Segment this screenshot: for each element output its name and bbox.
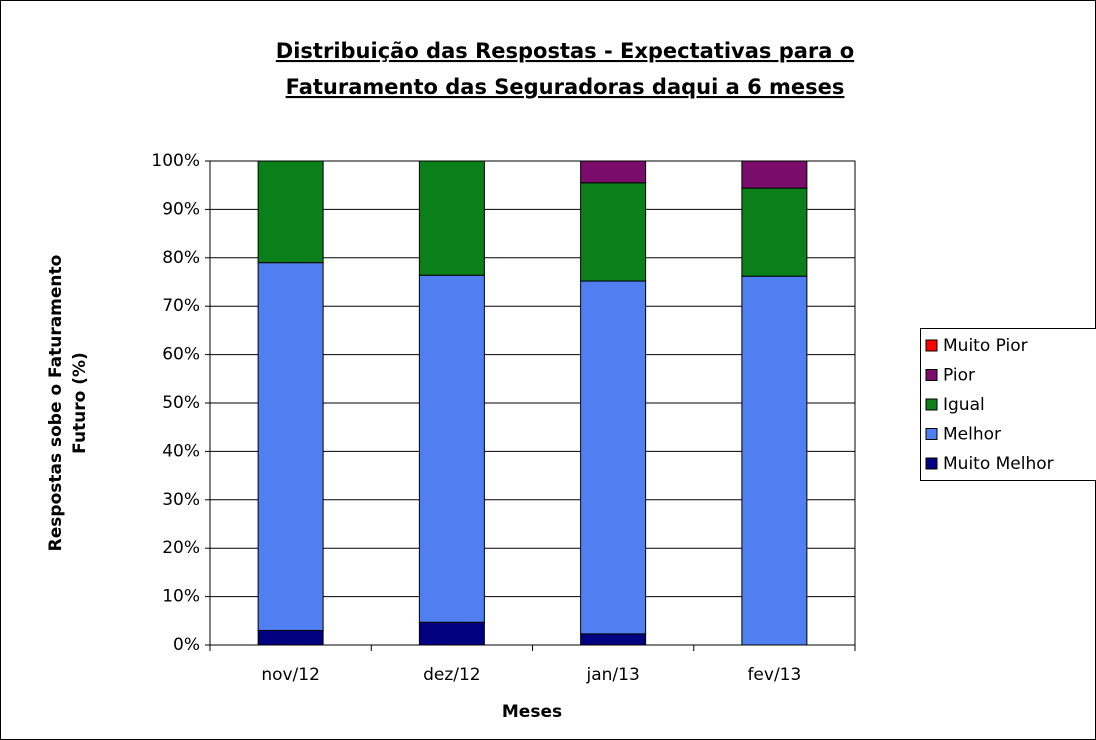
bar-segment (418, 274, 485, 623)
legend-swatch (925, 457, 938, 470)
bar-segment (580, 182, 647, 282)
bar-segment (741, 275, 808, 646)
bar-segment (741, 187, 808, 277)
x-tick-label: jan/13 (585, 665, 639, 685)
legend-swatch (925, 398, 938, 411)
y-tick-label: 0% (173, 635, 200, 655)
y-tick-label: 80% (162, 248, 200, 268)
x-tick-label: fev/13 (747, 665, 801, 685)
legend-label: Muito Melhor (943, 454, 1054, 474)
bar-segment (580, 633, 647, 646)
y-tick-label: 70% (162, 296, 200, 316)
y-tick-label: 30% (162, 490, 200, 510)
x-axis-label: Meses (502, 702, 562, 722)
y-tick-label: 20% (162, 538, 200, 558)
bar-segment (741, 160, 808, 189)
y-axis-label-line: Futuro (%) (70, 352, 90, 454)
x-tick-label: dez/12 (423, 665, 481, 685)
legend-swatch (925, 369, 938, 381)
bar-segment (580, 280, 647, 635)
y-axis-label: Respostas sobe o Faturamento Futuro (%) (46, 255, 90, 552)
legend-swatch (925, 339, 938, 352)
legend-label: Muito Pior (943, 336, 1028, 356)
legend-label: Melhor (943, 425, 1001, 445)
y-axis-label-line: Respostas sobe o Faturamento (46, 255, 66, 552)
bar-segment (257, 629, 324, 646)
bar-segment (257, 262, 324, 631)
y-tick-label: 90% (162, 199, 200, 219)
legend-label: Pior (943, 366, 975, 386)
bar-segment (418, 160, 485, 276)
bar-segment (418, 621, 485, 646)
bar-segment (257, 160, 324, 264)
x-tick-label: nov/12 (261, 665, 320, 685)
bar-segment (580, 160, 647, 184)
y-tick-label: 60% (162, 345, 200, 365)
y-tick-label: 10% (162, 587, 200, 607)
legend-swatch (925, 428, 938, 440)
chart-title: Faturamento das Seguradoras daqui a 6 me… (286, 75, 845, 99)
y-tick-label: 100% (151, 151, 200, 171)
y-tick-label: 50% (162, 393, 200, 413)
legend-box (920, 328, 1096, 481)
chart-title: Distribuição das Respostas - Expectativa… (276, 39, 854, 63)
legend-label: Igual (943, 395, 985, 415)
y-tick-label: 40% (162, 441, 200, 461)
